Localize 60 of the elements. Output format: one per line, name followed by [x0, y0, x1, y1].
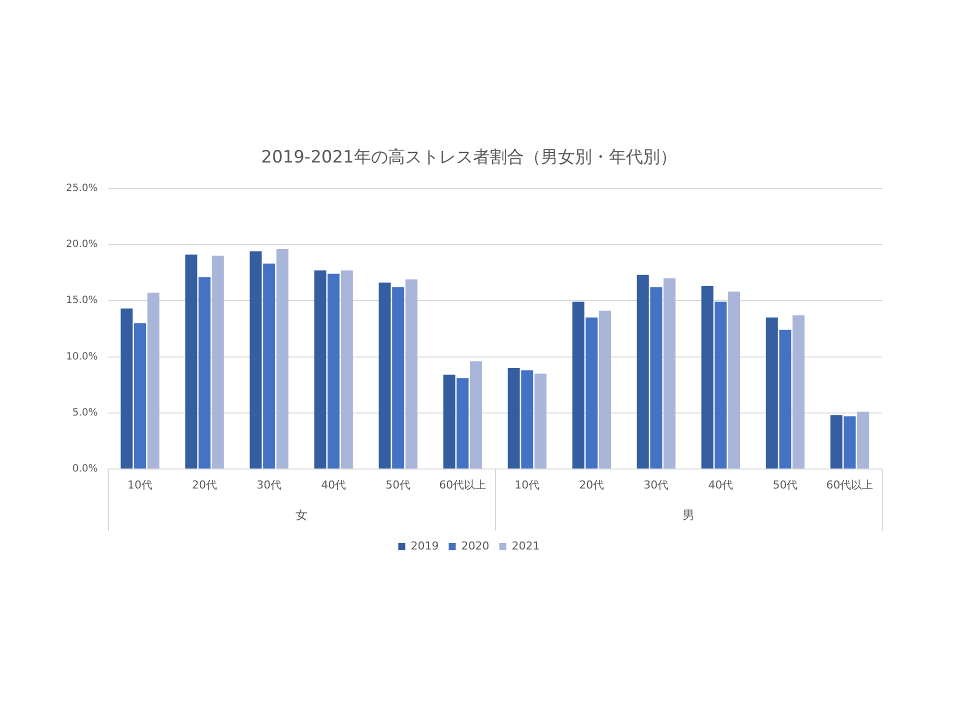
x-tick-label: 50代 — [772, 478, 798, 492]
bar — [714, 302, 727, 468]
bar — [521, 370, 534, 468]
bar — [534, 374, 546, 468]
x-tick-label: 20代 — [192, 478, 218, 492]
x-tick-label: 60代以上 — [439, 478, 486, 492]
text: 女 — [295, 508, 308, 522]
bar — [147, 292, 160, 468]
bar — [328, 274, 340, 468]
legend-label: 2021 — [512, 539, 540, 552]
y-tick-label: 25.0% — [66, 182, 98, 194]
y-tick-label: 20.0% — [66, 239, 98, 250]
x-tick-label: 20代 — [579, 478, 604, 492]
bar — [185, 254, 198, 468]
chart-title: 2019-2021年の高ストレス者割合（男女別・年代別） — [261, 148, 677, 168]
text: 男 — [682, 508, 694, 522]
x-tick-label: 30代 — [256, 478, 282, 492]
legend-label: 2019 — [410, 539, 439, 552]
bar — [212, 256, 224, 468]
bar — [134, 323, 146, 468]
bar — [844, 416, 856, 468]
bar — [443, 374, 456, 468]
bar — [572, 302, 584, 468]
bar — [378, 282, 391, 468]
bar — [392, 287, 404, 468]
y-tick-label: 0.0% — [72, 464, 98, 475]
x-tick-label: 50代 — [386, 478, 411, 492]
x-tick-label: 30代 — [644, 478, 669, 492]
bar — [314, 270, 326, 468]
bar — [650, 287, 662, 468]
y-tick-label: 15.0% — [66, 295, 98, 306]
bar — [792, 315, 805, 468]
bar — [508, 368, 520, 468]
legend-label: 2020 — [461, 539, 490, 552]
bar — [120, 308, 133, 468]
bar — [664, 278, 676, 468]
x-tick-label: 10代 — [128, 478, 153, 492]
bar — [857, 412, 870, 468]
bar — [728, 292, 740, 468]
bar — [276, 249, 288, 468]
bar — [779, 330, 792, 468]
x-tick-label: 60代以上 — [826, 478, 874, 492]
x-tick-label: 10代 — [514, 478, 540, 492]
bar — [340, 270, 353, 468]
bar — [701, 286, 714, 468]
bar — [470, 361, 482, 468]
bar — [405, 279, 418, 468]
y-tick-label: 5.0% — [72, 407, 98, 418]
bar — [250, 251, 262, 468]
bar — [586, 317, 598, 468]
bar — [456, 378, 469, 468]
bar — [636, 274, 649, 468]
bar — [830, 415, 842, 468]
bar — [263, 264, 276, 468]
bar — [766, 317, 778, 468]
bar — [198, 277, 211, 468]
bar — [598, 310, 611, 468]
x-tick-label: 40代 — [321, 478, 346, 492]
x-tick-label: 40代 — [708, 478, 734, 492]
y-tick-label: 10.0% — [66, 351, 98, 362]
